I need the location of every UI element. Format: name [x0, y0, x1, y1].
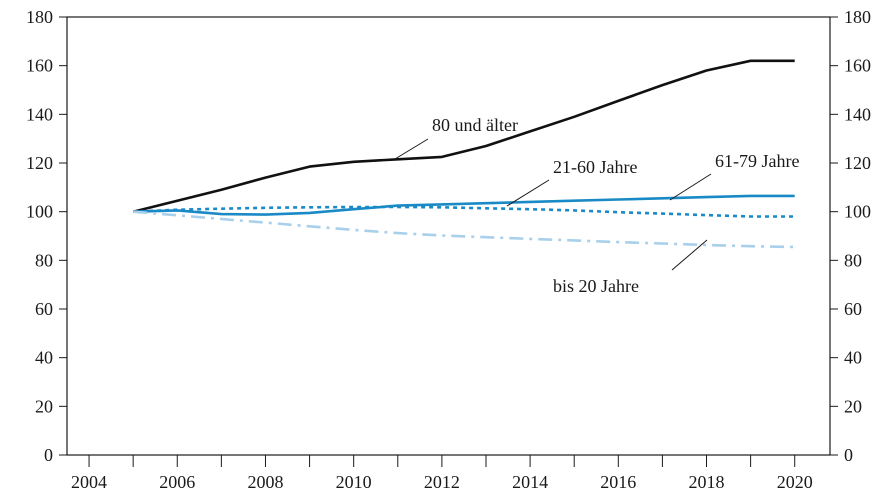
y-tick-label-left: 40	[35, 348, 53, 368]
y-tick-label-left: 0	[44, 445, 53, 465]
y-tick-label-right: 80	[844, 250, 862, 270]
series-line-3	[133, 205, 795, 218]
x-tick-label: 2016	[600, 472, 636, 492]
y-axis-left: 0 20 40 60 80 100 120 140 160 180	[26, 7, 67, 465]
y-tick-label-left: 80	[35, 250, 53, 270]
x-tick-label: 2008	[247, 472, 283, 492]
y-tick-label-left: 100	[26, 202, 53, 222]
series-line-2	[133, 194, 795, 216]
y-tick-label-right: 120	[844, 153, 871, 173]
annotation-leader	[671, 239, 708, 271]
annotation-label: bis 20 Jahre	[553, 276, 639, 296]
x-tick-label: 2014	[512, 472, 548, 492]
y-tick-label-right: 180	[844, 7, 871, 27]
series-line-1	[132, 59, 795, 213]
x-tick-label: 2004	[71, 472, 107, 492]
y-axis-right: 0 20 40 60 80 100 120 140 160 180	[830, 7, 871, 465]
x-tick-label: 2006	[159, 472, 195, 492]
y-tick-label-left: 180	[26, 7, 53, 27]
annotation-leader	[394, 138, 429, 160]
y-tick-label-right: 20	[844, 396, 862, 416]
x-axis: 2004 2006 2008 2010 2012 2014 2016 2018 2020	[71, 455, 813, 492]
y-tick-label-left: 120	[26, 153, 53, 173]
annotation-label: 21-60 Jahre	[553, 157, 637, 177]
x-tick-label: 2020	[777, 472, 813, 492]
series-layer	[132, 59, 795, 249]
y-tick-label-right: 40	[844, 348, 862, 368]
x-tick-label: 2018	[689, 472, 725, 492]
y-tick-label-right: 0	[844, 445, 853, 465]
plot-frame	[66, 16, 831, 456]
annotation-label: 61-79 Jahre	[715, 151, 799, 171]
y-tick-label-left: 20	[35, 396, 53, 416]
annotation-label: 80 und älter	[432, 115, 518, 135]
x-tick-label: 2012	[424, 472, 460, 492]
y-tick-label-right: 60	[844, 299, 862, 319]
y-tick-label-left: 140	[26, 104, 53, 124]
annotation-layer: 80 und älter 21-60 Jahre 61-79 Jahre bis 20…	[394, 115, 799, 296]
annotation-leader	[506, 179, 550, 207]
y-tick-label-right: 160	[844, 56, 871, 76]
y-tick-label-right: 100	[844, 202, 871, 222]
series-line-4	[133, 210, 795, 249]
y-tick-label-right: 140	[844, 104, 871, 124]
x-tick-label: 2010	[336, 472, 372, 492]
annotation-leader	[669, 173, 712, 201]
y-tick-label-left: 60	[35, 299, 53, 319]
y-tick-label-left: 160	[26, 56, 53, 76]
